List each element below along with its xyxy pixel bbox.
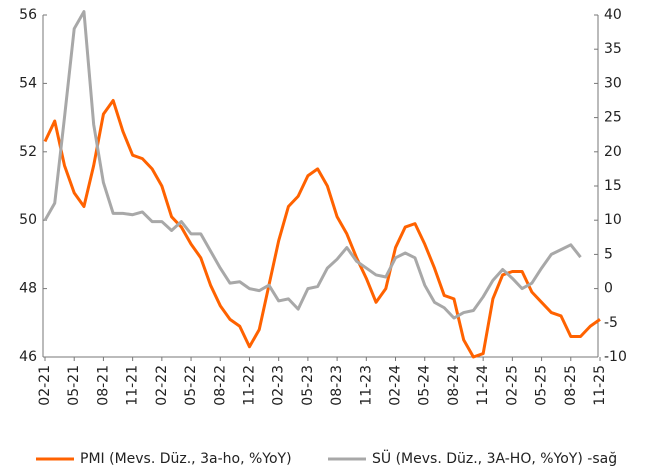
y2-tick-label: 15	[604, 178, 622, 194]
y-tick-label: 48	[19, 281, 37, 297]
y2-tick-label: 5	[604, 246, 613, 262]
y2-tick-label: 25	[604, 110, 622, 126]
x-tick-label: 02-22	[154, 365, 170, 406]
x-tick-label: 11-22	[241, 365, 257, 406]
x-tick-label: 05-22	[183, 365, 199, 406]
x-tick-label: 02-24	[388, 365, 404, 406]
x-tick-label: 11-23	[358, 365, 374, 406]
y2-tick-label: 10	[604, 212, 622, 228]
x-tick-label: 02-23	[271, 365, 287, 406]
y2-tick-label: 30	[604, 75, 622, 91]
y-tick-label: 50	[19, 212, 37, 228]
x-tick-label: 11-21	[125, 365, 141, 406]
x-tick-label: 08-24	[446, 365, 462, 406]
y2-tick-label: 40	[604, 7, 622, 23]
x-tick-label: 08-25	[563, 365, 579, 406]
y-tick-label: 46	[19, 349, 37, 365]
x-tick-label: 11-25	[592, 365, 608, 406]
y-tick-label: 56	[19, 7, 37, 23]
y-tick-label: 54	[19, 75, 37, 91]
y-tick-label: 52	[19, 144, 37, 160]
x-tick-label: 05-21	[66, 365, 82, 406]
x-tick-label: 08-21	[95, 365, 111, 406]
series-line	[43, 99, 601, 359]
legend-label: PMI (Mevs. Düz., 3a-ho, %YoY)	[80, 451, 292, 467]
x-tick-label: 05-23	[300, 365, 316, 406]
x-tick-label: 02-25	[504, 365, 520, 406]
x-tick-label: 05-24	[417, 365, 433, 406]
y2-tick-label: 0	[604, 281, 613, 297]
legend-label: SÜ (Mevs. Düz., 3A-HO, %YoY) -sağ	[372, 449, 617, 467]
y2-tick-label: -10	[604, 349, 627, 365]
y2-tick-label: 20	[604, 144, 622, 160]
x-tick-label: 05-25	[534, 365, 550, 406]
x-tick-label: 08-22	[212, 365, 228, 406]
x-tick-label: 02-21	[37, 365, 53, 406]
y2-tick-label: -5	[604, 315, 618, 331]
y2-tick-label: 35	[604, 41, 622, 57]
series-line	[43, 10, 582, 320]
x-tick-label: 11-24	[475, 365, 491, 406]
x-tick-label: 08-23	[329, 365, 345, 406]
